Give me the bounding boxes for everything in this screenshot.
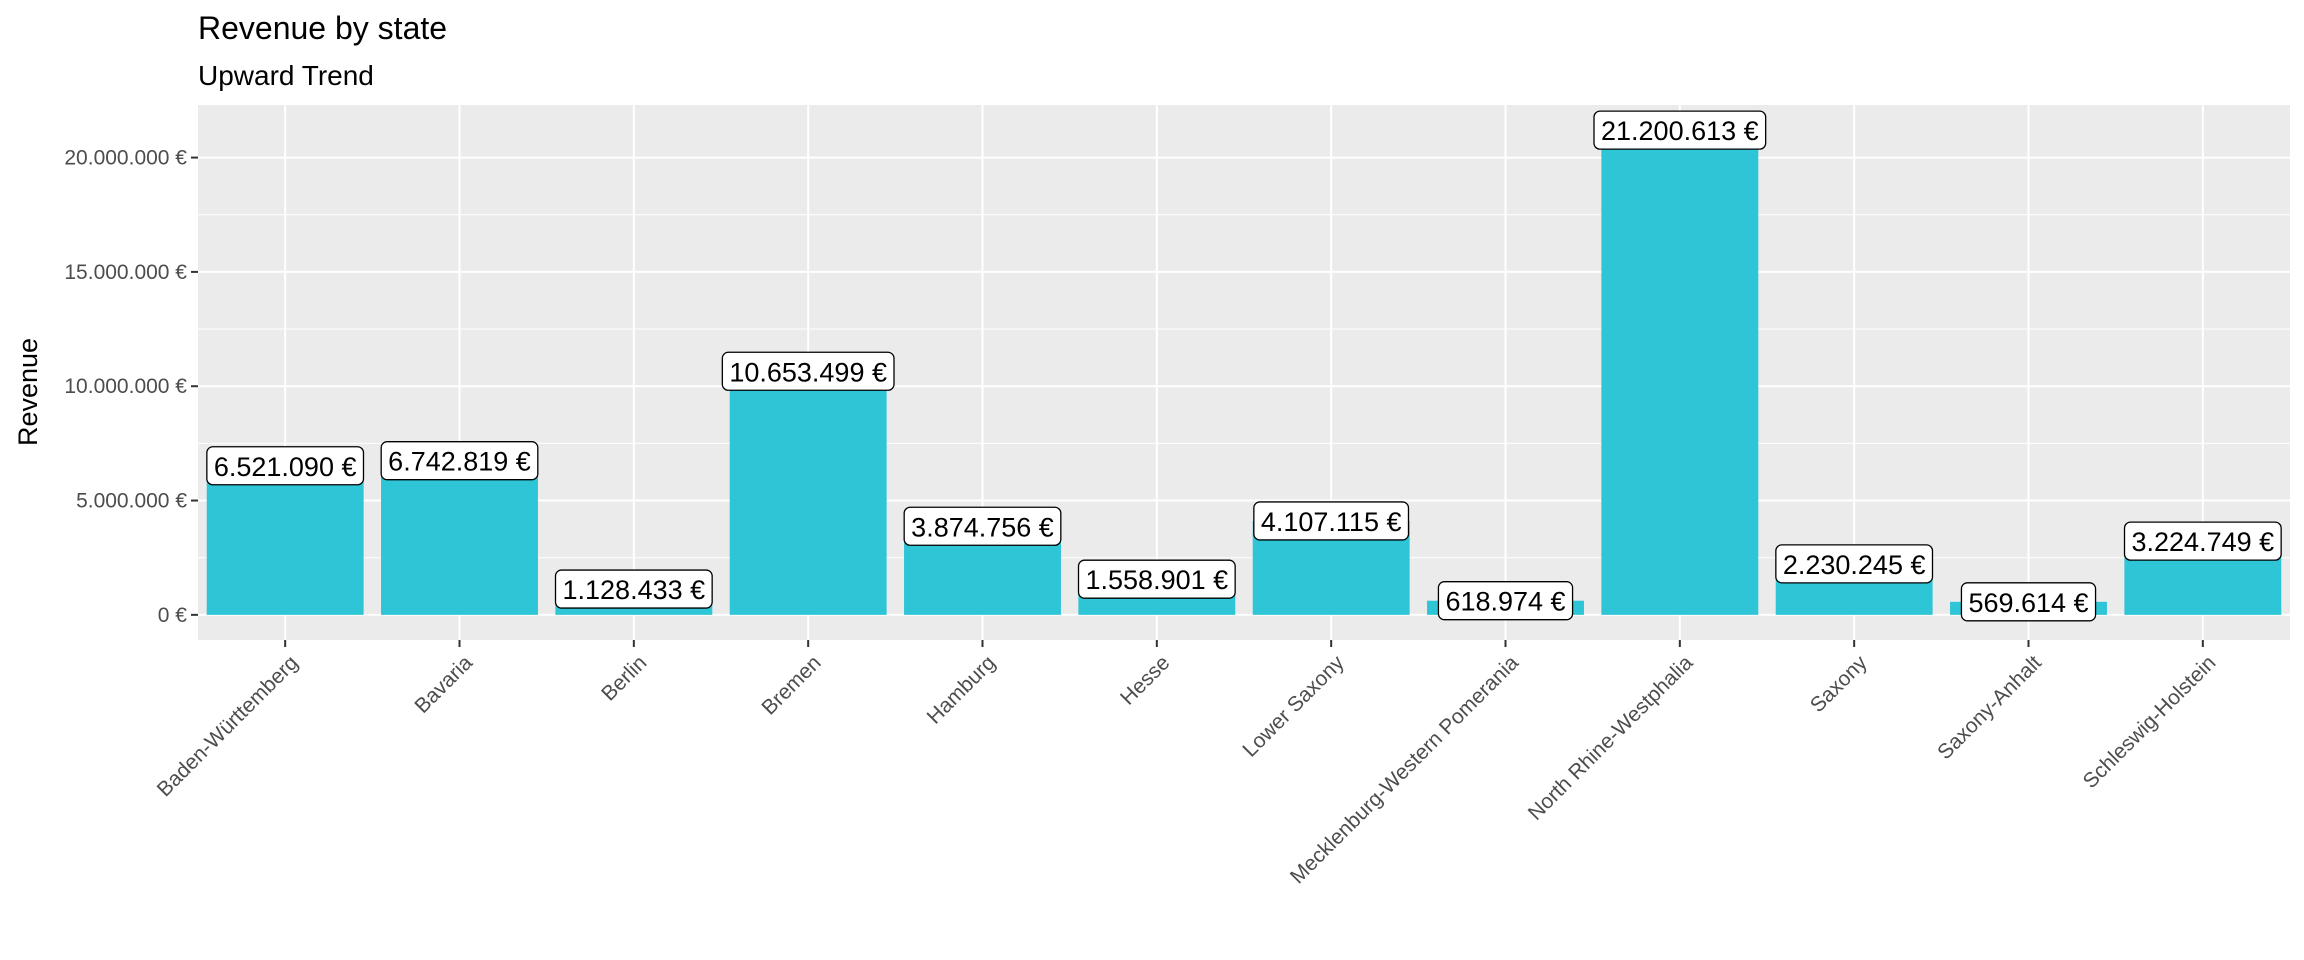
data-label-box — [206, 446, 365, 486]
data-label-text: 1.128.433 € — [563, 575, 706, 605]
data-label-text: 1.558.901 € — [1086, 565, 1229, 595]
chart-subtitle: Upward Trend — [198, 60, 374, 91]
data-label-text: 6.521.090 € — [214, 452, 357, 482]
plot-panel — [198, 105, 2290, 640]
data-label: 1.558.901 € — [1077, 559, 1236, 599]
x-tick-label: North Rhine-Westphalia — [1524, 651, 1698, 825]
data-labels: 6.521.090 € 6.742.819 € 1.128.433 € 10.653.… — [206, 110, 2282, 622]
y-tick-label: 5.000.000 € — [76, 490, 187, 513]
data-label: 10.653.499 € — [721, 351, 895, 391]
chart-title: Revenue by state — [198, 10, 447, 46]
data-label: 6.742.819 € — [380, 441, 539, 481]
data-label: 2.230.245 € — [1775, 544, 1934, 584]
y-tick-label: 15.000.000 € — [64, 261, 187, 284]
x-tick-label: Hesse — [1116, 651, 1174, 709]
data-label-text: 21.200.613 € — [1601, 116, 1759, 146]
data-label-text: 4.107.115 € — [1261, 507, 1402, 537]
y-axis: 0 € 5.000.000 € 10.000.000 € 15.000.000 € 20… — [64, 147, 198, 627]
x-tick-label: Baden-Württemberg — [153, 651, 303, 801]
data-label: 4.107.115 € — [1253, 501, 1410, 541]
x-tick-label: Saxony — [1806, 651, 1872, 717]
data-label: 6.521.090 € — [206, 446, 365, 486]
data-label-box — [903, 506, 1062, 546]
data-label-text: 2.230.245 € — [1783, 550, 1926, 580]
data-label: 3.874.756 € — [903, 506, 1062, 546]
y-tick-label: 0 € — [158, 604, 188, 627]
bar — [381, 460, 538, 615]
x-tick-label: Bremen — [757, 651, 825, 719]
x-tick-label: Hamburg — [923, 651, 1000, 728]
data-label: 3.224.749 € — [2123, 521, 2282, 561]
bar — [729, 371, 887, 615]
x-tick-label: Lower Saxony — [1238, 651, 1349, 762]
data-label-box — [1960, 582, 2097, 622]
x-tick-label: Bavaria — [410, 651, 477, 718]
bar — [206, 465, 364, 615]
data-label-box — [1437, 581, 1574, 621]
grid-minor — [198, 214, 2290, 559]
data-label-text: 569.614 € — [1968, 588, 2088, 618]
data-label-box — [1775, 544, 1934, 584]
y-tick-label: 10.000.000 € — [64, 375, 187, 398]
x-axis: Baden-Württemberg Bavaria Berlin Bremen Hamb… — [153, 640, 2221, 888]
data-label-text: 6.742.819 € — [388, 447, 531, 477]
x-tick-label: Schleswig-Holstein — [2079, 651, 2221, 793]
data-label-box — [1077, 559, 1236, 599]
data-label-text: 3.224.749 € — [2132, 527, 2275, 557]
data-label: 21.200.613 € — [1593, 110, 1767, 150]
data-label-text: 10.653.499 € — [729, 357, 887, 387]
data-label-text: 3.874.756 € — [911, 512, 1054, 542]
data-label: 618.974 € — [1437, 581, 1574, 621]
data-label: 569.614 € — [1960, 582, 2097, 622]
data-label-box — [1593, 110, 1767, 150]
data-label-box — [721, 351, 895, 391]
data-label-text: 618.974 € — [1445, 587, 1565, 617]
bar — [1601, 130, 1759, 615]
data-label-box — [380, 441, 539, 481]
x-tick-label: Saxony-Anhalt — [1933, 651, 2046, 764]
data-label: 1.128.433 € — [554, 569, 713, 609]
data-label-box — [1253, 501, 1410, 541]
y-tick-label: 20.000.000 € — [64, 147, 187, 170]
bars — [206, 130, 2282, 615]
data-label-box — [2123, 521, 2282, 561]
x-tick-label: Berlin — [597, 651, 651, 705]
y-axis-label: Revenue — [13, 338, 43, 446]
data-label-box — [554, 569, 713, 609]
